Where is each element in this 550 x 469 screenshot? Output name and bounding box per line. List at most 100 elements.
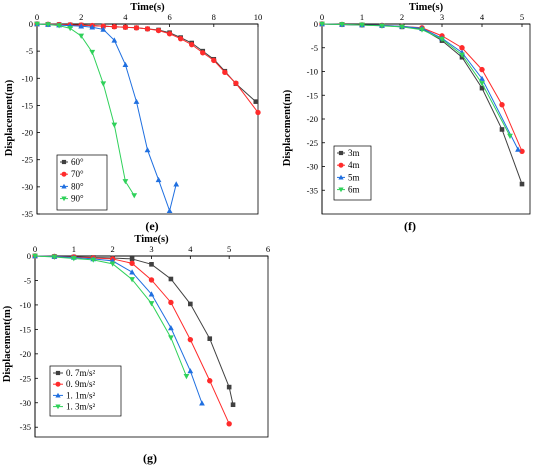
data-point (187, 368, 194, 374)
data-point (479, 81, 485, 87)
legend-label: 70° (71, 169, 84, 179)
legend-label: 1. 3m/s² (66, 402, 96, 412)
data-point (133, 98, 140, 104)
y-tick-label: -5 (26, 46, 33, 56)
x-tick-label: 3 (440, 12, 444, 22)
y-tick-label: -35 (22, 209, 33, 219)
data-point (70, 256, 77, 262)
legend-item: 90° (60, 194, 84, 204)
panel-label: (e) (145, 219, 158, 233)
series-line (321, 23, 511, 137)
x-tick-label: 10 (254, 12, 263, 22)
data-point (499, 127, 505, 132)
data-point (419, 27, 425, 33)
y-tick-label: -20 (307, 114, 318, 124)
data-point (479, 66, 485, 73)
legend-label: 4m (348, 160, 360, 170)
data-point (211, 57, 217, 64)
legend-item: 4m (337, 160, 360, 170)
y-tick-label: -15 (22, 100, 33, 110)
x-tick-label: 1 (72, 244, 76, 254)
series-4 (34, 21, 138, 199)
legend-marker (61, 159, 67, 165)
x-axis-title: Time(s) (134, 234, 169, 245)
legend-marker (61, 183, 67, 189)
data-point (183, 374, 190, 380)
legend-item: 6m (337, 185, 360, 195)
y-axis-title: Displacement(m) (282, 89, 293, 166)
data-point (207, 378, 213, 384)
data-point (45, 22, 51, 28)
data-point (187, 336, 194, 343)
series-4 (319, 21, 513, 139)
data-point (459, 52, 465, 58)
data-point (339, 22, 345, 28)
data-point (168, 325, 174, 331)
data-point (177, 35, 184, 42)
data-point (439, 36, 445, 43)
data-point (155, 176, 162, 183)
data-point (226, 384, 232, 390)
y-tick-label: -5 (311, 43, 318, 53)
y-tick-label: 0 (314, 19, 318, 29)
data-point (207, 336, 213, 341)
data-point (129, 269, 135, 275)
legend-label: 1. 1m/s² (66, 390, 96, 400)
legend-marker (338, 187, 344, 193)
series-2 (34, 21, 261, 116)
series-3 (319, 21, 521, 152)
data-point (129, 277, 135, 283)
data-point (379, 23, 385, 29)
data-point (100, 23, 107, 29)
y-tick-label: -15 (20, 324, 31, 334)
x-axis-title: Time(s) (409, 2, 444, 13)
data-point (168, 276, 174, 282)
x-tick-label: 2 (79, 12, 83, 22)
data-point (199, 400, 205, 406)
legend-item: 80° (60, 181, 84, 191)
x-tick-label: 0 (33, 244, 37, 254)
series-line (36, 23, 257, 103)
data-point (200, 50, 206, 56)
y-tick-label: -20 (22, 128, 33, 138)
y-tick-label: -30 (22, 182, 33, 192)
data-point (144, 147, 151, 153)
legend-item: 0. 7m/s² (53, 368, 96, 378)
data-point (226, 421, 232, 427)
x-tick-label: 4 (480, 12, 485, 22)
data-point (100, 81, 107, 87)
data-point (100, 26, 107, 32)
y-tick-label: -20 (20, 349, 31, 359)
data-point (459, 45, 465, 51)
data-point (168, 299, 174, 306)
data-point (230, 402, 236, 408)
x-axis-title: Time(s) (130, 2, 165, 13)
data-point (122, 61, 129, 68)
legend-label: 6m (348, 185, 360, 195)
legend-marker (338, 150, 344, 156)
data-point (233, 80, 239, 86)
y-tick-label: -25 (20, 373, 31, 383)
legend-item: 70° (60, 169, 84, 179)
data-point (34, 21, 40, 27)
data-point (129, 256, 135, 262)
y-tick-label: -25 (307, 138, 318, 148)
x-tick-label: 5 (520, 12, 524, 22)
legend-marker (61, 196, 67, 202)
legend-label: 3m (348, 148, 360, 158)
legend-marker (338, 174, 344, 180)
x-tick-label: 4 (188, 244, 193, 254)
data-point (89, 49, 96, 56)
y-tick-label: -25 (22, 155, 33, 165)
data-point (499, 102, 505, 108)
legend-item: 1. 1m/s² (53, 390, 96, 400)
data-point (148, 291, 155, 297)
legend-label: 90° (71, 194, 84, 204)
data-point (144, 26, 151, 32)
x-tick-label: 8 (212, 12, 216, 22)
y-tick-label: -5 (24, 275, 31, 285)
data-point (129, 260, 135, 267)
data-point (479, 85, 485, 91)
data-point (515, 146, 521, 152)
